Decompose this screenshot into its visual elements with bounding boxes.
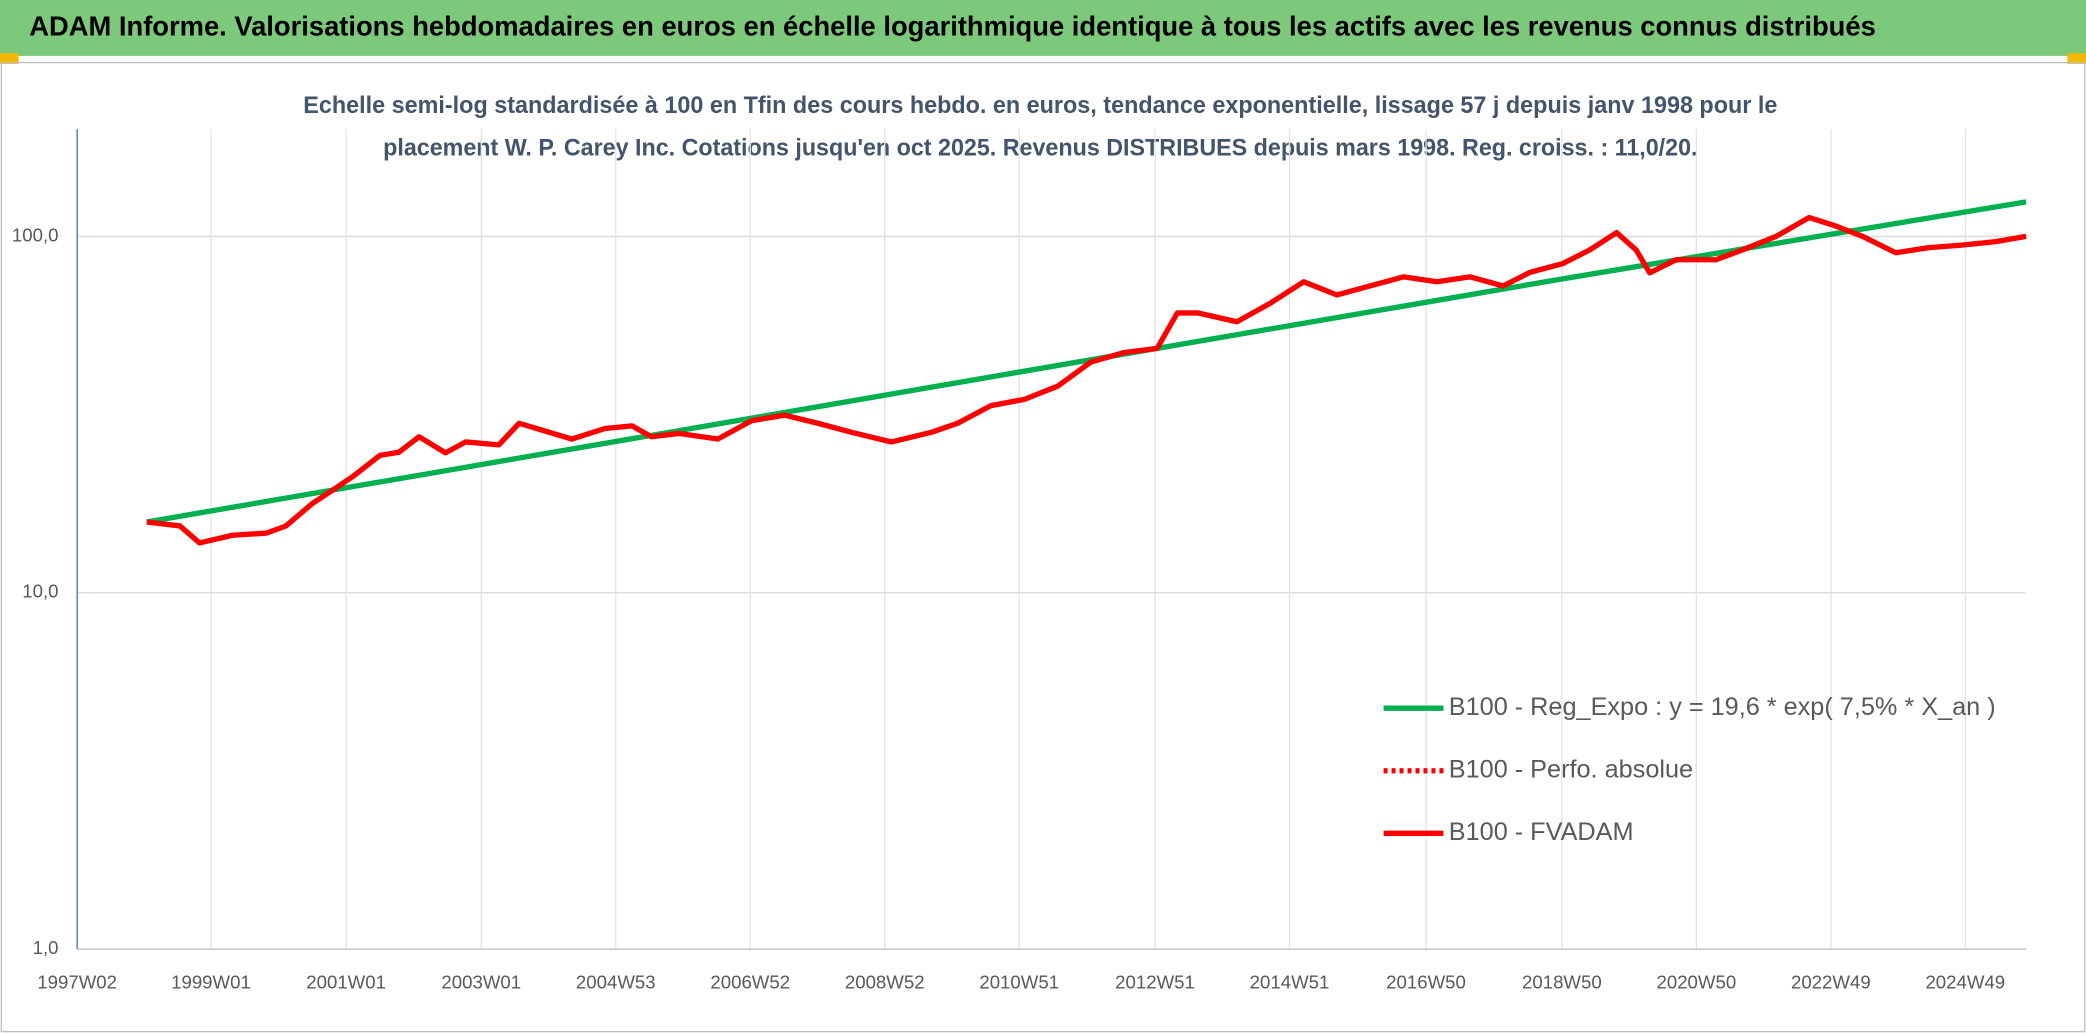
- series-line: [146, 214, 2027, 546]
- x-tick-label: 2006W52: [710, 972, 790, 993]
- corner: [2067, 53, 2086, 64]
- y-tick-label: 10,0: [22, 581, 58, 602]
- corner: [0, 53, 19, 64]
- chart-title: ADAM Informe. Valorisations hebdomadaire…: [29, 10, 1876, 41]
- frame: [0, 61, 2086, 1033]
- x-tick-label: 2020W50: [1656, 972, 1736, 993]
- x-tick-label: 2016W50: [1386, 972, 1466, 993]
- y-tick-label: 100,0: [12, 224, 59, 245]
- chart-subtitle: placement W. P. Carey Inc. Cotations jus…: [383, 134, 1697, 161]
- x-tick-label: 2018W50: [1522, 972, 1602, 993]
- legend-label: B100 - Reg_Expo : y = 19,6 * exp( 7,5% *…: [1449, 693, 1996, 721]
- x-tick-label: 2001W01: [306, 972, 386, 993]
- x-tick-label: 1997W02: [37, 972, 117, 993]
- x-tick-label: 2004W53: [576, 972, 656, 993]
- legend-label: B100 - Perfo. absolue: [1449, 755, 1693, 783]
- x-tick-label: 2014W51: [1250, 972, 1330, 993]
- x-tick-label: 2008W52: [845, 972, 925, 993]
- x-tick-label: 2012W51: [1115, 972, 1195, 993]
- y-tick-label: 1,0: [33, 937, 59, 958]
- x-tick-label: 1999W01: [171, 972, 251, 993]
- x-tick-label: 2024W49: [1925, 972, 2005, 993]
- chart-subtitle: Echelle semi-log standardisée à 100 en T…: [303, 92, 1777, 119]
- legend-label: B100 - FVADAM: [1449, 818, 1634, 846]
- header-bar: [0, 0, 2086, 56]
- x-tick-label: 2003W01: [441, 972, 521, 993]
- x-tick-label: 2010W51: [979, 972, 1059, 993]
- x-tick-label: 2022W49: [1791, 972, 1871, 993]
